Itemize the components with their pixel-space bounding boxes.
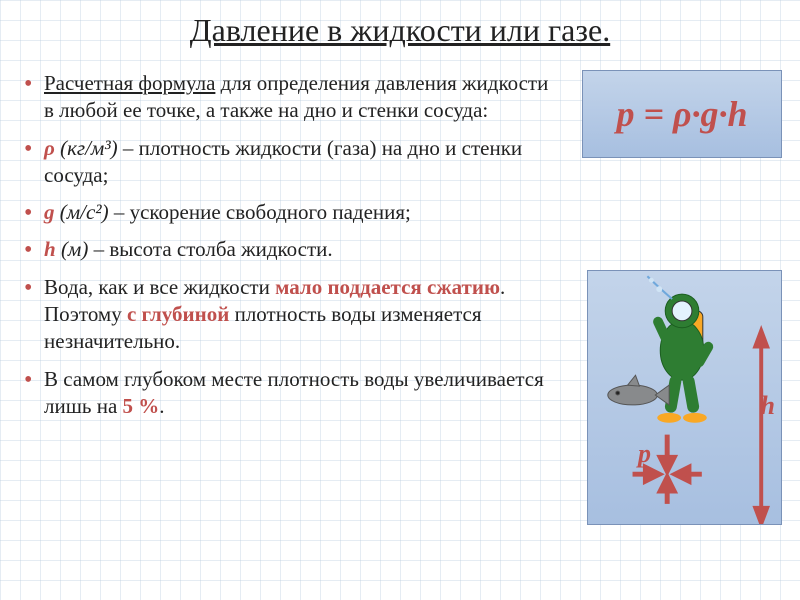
bullet-6: В самом глубоком месте плотность воды ув… [20, 366, 560, 421]
page-title: Давление в жидкости или газе. [0, 0, 800, 49]
bullet-1: Расчетная формула для определения давлен… [20, 70, 560, 125]
bullet-5: Вода, как и все жидкости мало поддается … [20, 274, 560, 356]
bullet-6-red: 5 % [123, 394, 160, 418]
bullet-4-symbol: h [44, 237, 56, 261]
bullet-3-unit: (м/с²) [55, 200, 109, 224]
bullet-6-pre: В самом глубоком месте плотность воды ув… [44, 367, 544, 418]
illustration-box: p h [587, 270, 782, 525]
bullet-5-pre: Вода, как и все жидкости [44, 275, 275, 299]
bullet-list-container: Расчетная формула для определения давлен… [20, 70, 560, 430]
bullet-4-unit: (м) [56, 237, 89, 261]
bullet-4-text: – высота столба жидкости. [88, 237, 332, 261]
bullet-1-underlined: Расчетная формула [44, 71, 215, 95]
bullet-5-red1: мало поддается сжатию [275, 275, 500, 299]
height-label: h [761, 391, 775, 421]
bullet-3: g (м/с²) – ускорение свободного падения; [20, 199, 560, 226]
bullet-2: ρ (кг/м³) – плотность жидкости (газа) на… [20, 135, 560, 190]
bullet-3-text: – ускорение свободного падения; [109, 200, 411, 224]
bullet-4: h (м) – высота столба жидкости. [20, 236, 560, 263]
formula-text: p = ρ·g·h [616, 93, 747, 135]
diver-illustration [588, 271, 781, 524]
bullet-3-symbol: g [44, 200, 55, 224]
bullet-6-post: . [159, 394, 164, 418]
bullet-2-symbol: ρ [44, 136, 55, 160]
bullet-2-unit: (кг/м³) [55, 136, 118, 160]
formula-box: p = ρ·g·h [582, 70, 782, 158]
pressure-label: p [638, 439, 651, 469]
bullet-list: Расчетная формула для определения давлен… [20, 70, 560, 420]
bullet-5-red2: с глубиной [127, 302, 229, 326]
